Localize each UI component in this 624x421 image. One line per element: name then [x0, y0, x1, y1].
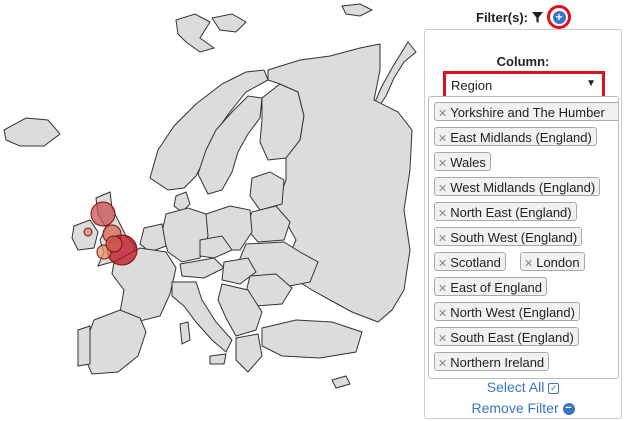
remove-tag-icon[interactable]: ✕: [438, 108, 448, 120]
remove-tag-icon[interactable]: ✕: [438, 333, 448, 345]
map-bubble-northern-ireland: [83, 227, 93, 237]
map-region-austria: [179, 257, 225, 279]
filter-panel: Column: Region ▼ ✕ Yorkshire and The Humb…: [424, 29, 622, 419]
remove-tag-icon[interactable]: ✕: [438, 233, 448, 245]
map-region-iceland: [3, 117, 61, 147]
map-region-norway: [149, 69, 269, 191]
map-region-sardinia: [179, 321, 191, 345]
value-tag[interactable]: ✕ South East (England): [434, 327, 579, 346]
map-region-portugal: [77, 325, 91, 367]
value-tag[interactable]: ✕ Yorkshire and The Humber: [434, 102, 618, 121]
column-select[interactable]: Region ▼: [443, 71, 605, 99]
value-tag[interactable]: ✕ Wales: [434, 152, 491, 171]
map-bubble-scotland: [90, 201, 116, 227]
map-region-italy: [171, 281, 233, 353]
map-region-czechia: [199, 235, 233, 259]
value-tag[interactable]: ✕ North West (England): [434, 302, 580, 321]
remove-tag-icon[interactable]: ✕: [438, 208, 448, 220]
map-region-spain: [83, 309, 147, 375]
map-region-baltics: [249, 171, 285, 211]
value-tag[interactable]: ✕ London: [520, 252, 585, 271]
map-region-franz-josef: [341, 3, 374, 17]
map-region-balkans: [217, 283, 263, 337]
remove-filter-link[interactable]: Remove Filter −: [425, 400, 621, 416]
add-filter-button[interactable]: +: [547, 5, 571, 29]
check-square-icon: ✓: [548, 382, 560, 394]
funnel-icon[interactable]: [532, 11, 543, 23]
value-tag[interactable]: ✕ South West (England): [434, 227, 583, 246]
filters-label: Filter(s):: [476, 9, 528, 25]
map-region-sweden: [197, 95, 263, 195]
map-region-greece: [235, 333, 263, 373]
value-tag[interactable]: ✕ Northern Ireland: [434, 352, 550, 371]
map-region-russia: [267, 43, 413, 323]
plus-circle-icon: +: [552, 10, 566, 24]
map-region-svalbard: [175, 13, 216, 53]
europe-map[interactable]: [0, 0, 430, 421]
map-region-hungary: [221, 257, 257, 285]
map-region-france: [111, 247, 177, 323]
value-tag[interactable]: ✕ East Midlands (England): [434, 127, 597, 146]
map-bubble-midlands: [105, 235, 123, 253]
map-region-turkey: [261, 319, 363, 359]
caret-down-icon: ▼: [586, 78, 596, 89]
map-region-sicily: [209, 353, 227, 365]
remove-tag-icon[interactable]: ✕: [438, 308, 448, 320]
remove-tag-icon[interactable]: ✕: [438, 258, 448, 270]
remove-tag-icon[interactable]: ✕: [438, 183, 448, 195]
remove-tag-icon[interactable]: ✕: [438, 158, 448, 170]
value-tag[interactable]: ✕ West Midlands (England): [434, 177, 601, 196]
map-region-novaya-zemlya: [373, 41, 417, 109]
map-region-cyprus: [331, 375, 351, 389]
value-tag[interactable]: ✕ East of England: [434, 277, 548, 296]
column-select-value: Region: [451, 78, 493, 93]
remove-tag-icon[interactable]: ✕: [524, 258, 534, 270]
minus-circle-icon: −: [562, 403, 575, 416]
filter-header: Filter(s): +: [476, 5, 571, 29]
remove-tag-icon[interactable]: ✕: [438, 133, 448, 145]
remove-tag-icon[interactable]: ✕: [438, 283, 448, 295]
filter-values-list[interactable]: ✕ Yorkshire and The Humber ✕ East Midlands…: [428, 96, 619, 379]
map-region-svalbard-east: [211, 13, 247, 33]
column-label: Column:: [496, 54, 550, 69]
map-region-denmark: [173, 191, 191, 213]
value-tag[interactable]: ✕ North East (England): [434, 202, 577, 221]
map-region-benelux: [139, 223, 167, 253]
select-all-link[interactable]: Select All ✓: [486, 379, 560, 395]
value-tag[interactable]: ✕ Scotland: [434, 252, 506, 271]
remove-tag-icon[interactable]: ✕: [438, 358, 448, 370]
